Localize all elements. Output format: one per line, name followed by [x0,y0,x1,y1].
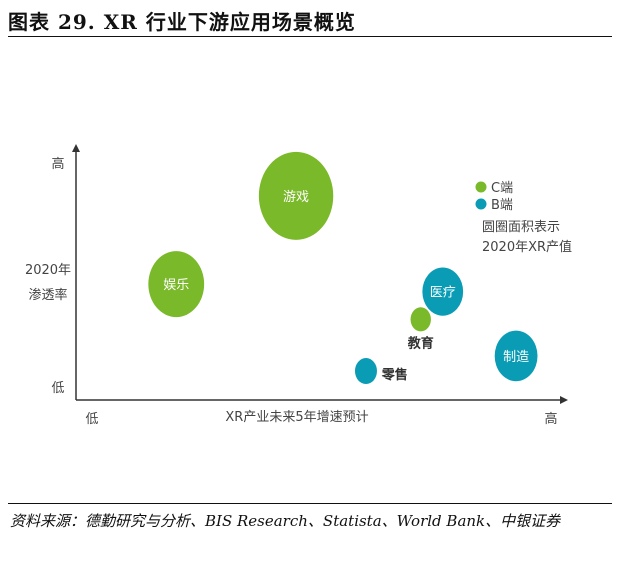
title-rule [8,36,612,37]
x-tick-high: 高 [544,411,557,427]
figure-title: 图表 29. XR 行业下游应用场景概览 [8,10,356,34]
bubble-label-4: 零售 [381,367,408,383]
bubble-0 [258,151,334,240]
y-tick-low: 低 [51,381,64,396]
legend-label-b: B端 [491,198,513,213]
x-axis-arrow [560,396,568,404]
legend-note-line2: 2020年XR产值 [482,239,572,255]
bubble-3 [410,307,431,332]
bubble-label-5: 制造 [503,350,529,365]
bubble-label-3: 教育 [407,335,434,351]
legend-marker-b [475,198,487,210]
bubble-4 [354,358,377,385]
bubble-5 [494,330,538,382]
y-axis-arrow [72,144,80,152]
legend-note-line1: 圆圈面积表示 [482,220,560,235]
axes: 高 低 低 高 XR产业未来5年增速预计 [51,144,568,427]
bubble-label-0: 游戏 [283,190,309,205]
bubble-label-1: 娱乐 [163,278,189,293]
bubble-2 [422,267,464,316]
y-axis-label: 2020年渗透率 [24,263,72,303]
legend-marker-c [475,181,487,193]
x-axis-label: XR产业未来5年增速预计 [225,410,368,425]
bubble-label-2: 医疗 [430,286,456,301]
legend: C端 B端 圆圈面积表示 2020年XR产值 [475,181,572,255]
y-tick-high: 高 [51,156,64,172]
bubble-1 [148,251,205,318]
source-rule [8,503,612,504]
source-note: 资料来源：德勤研究与分析、BIS Research、Statista、World… [10,512,561,530]
legend-label-c: C端 [491,181,513,196]
x-tick-low: 低 [85,412,98,427]
